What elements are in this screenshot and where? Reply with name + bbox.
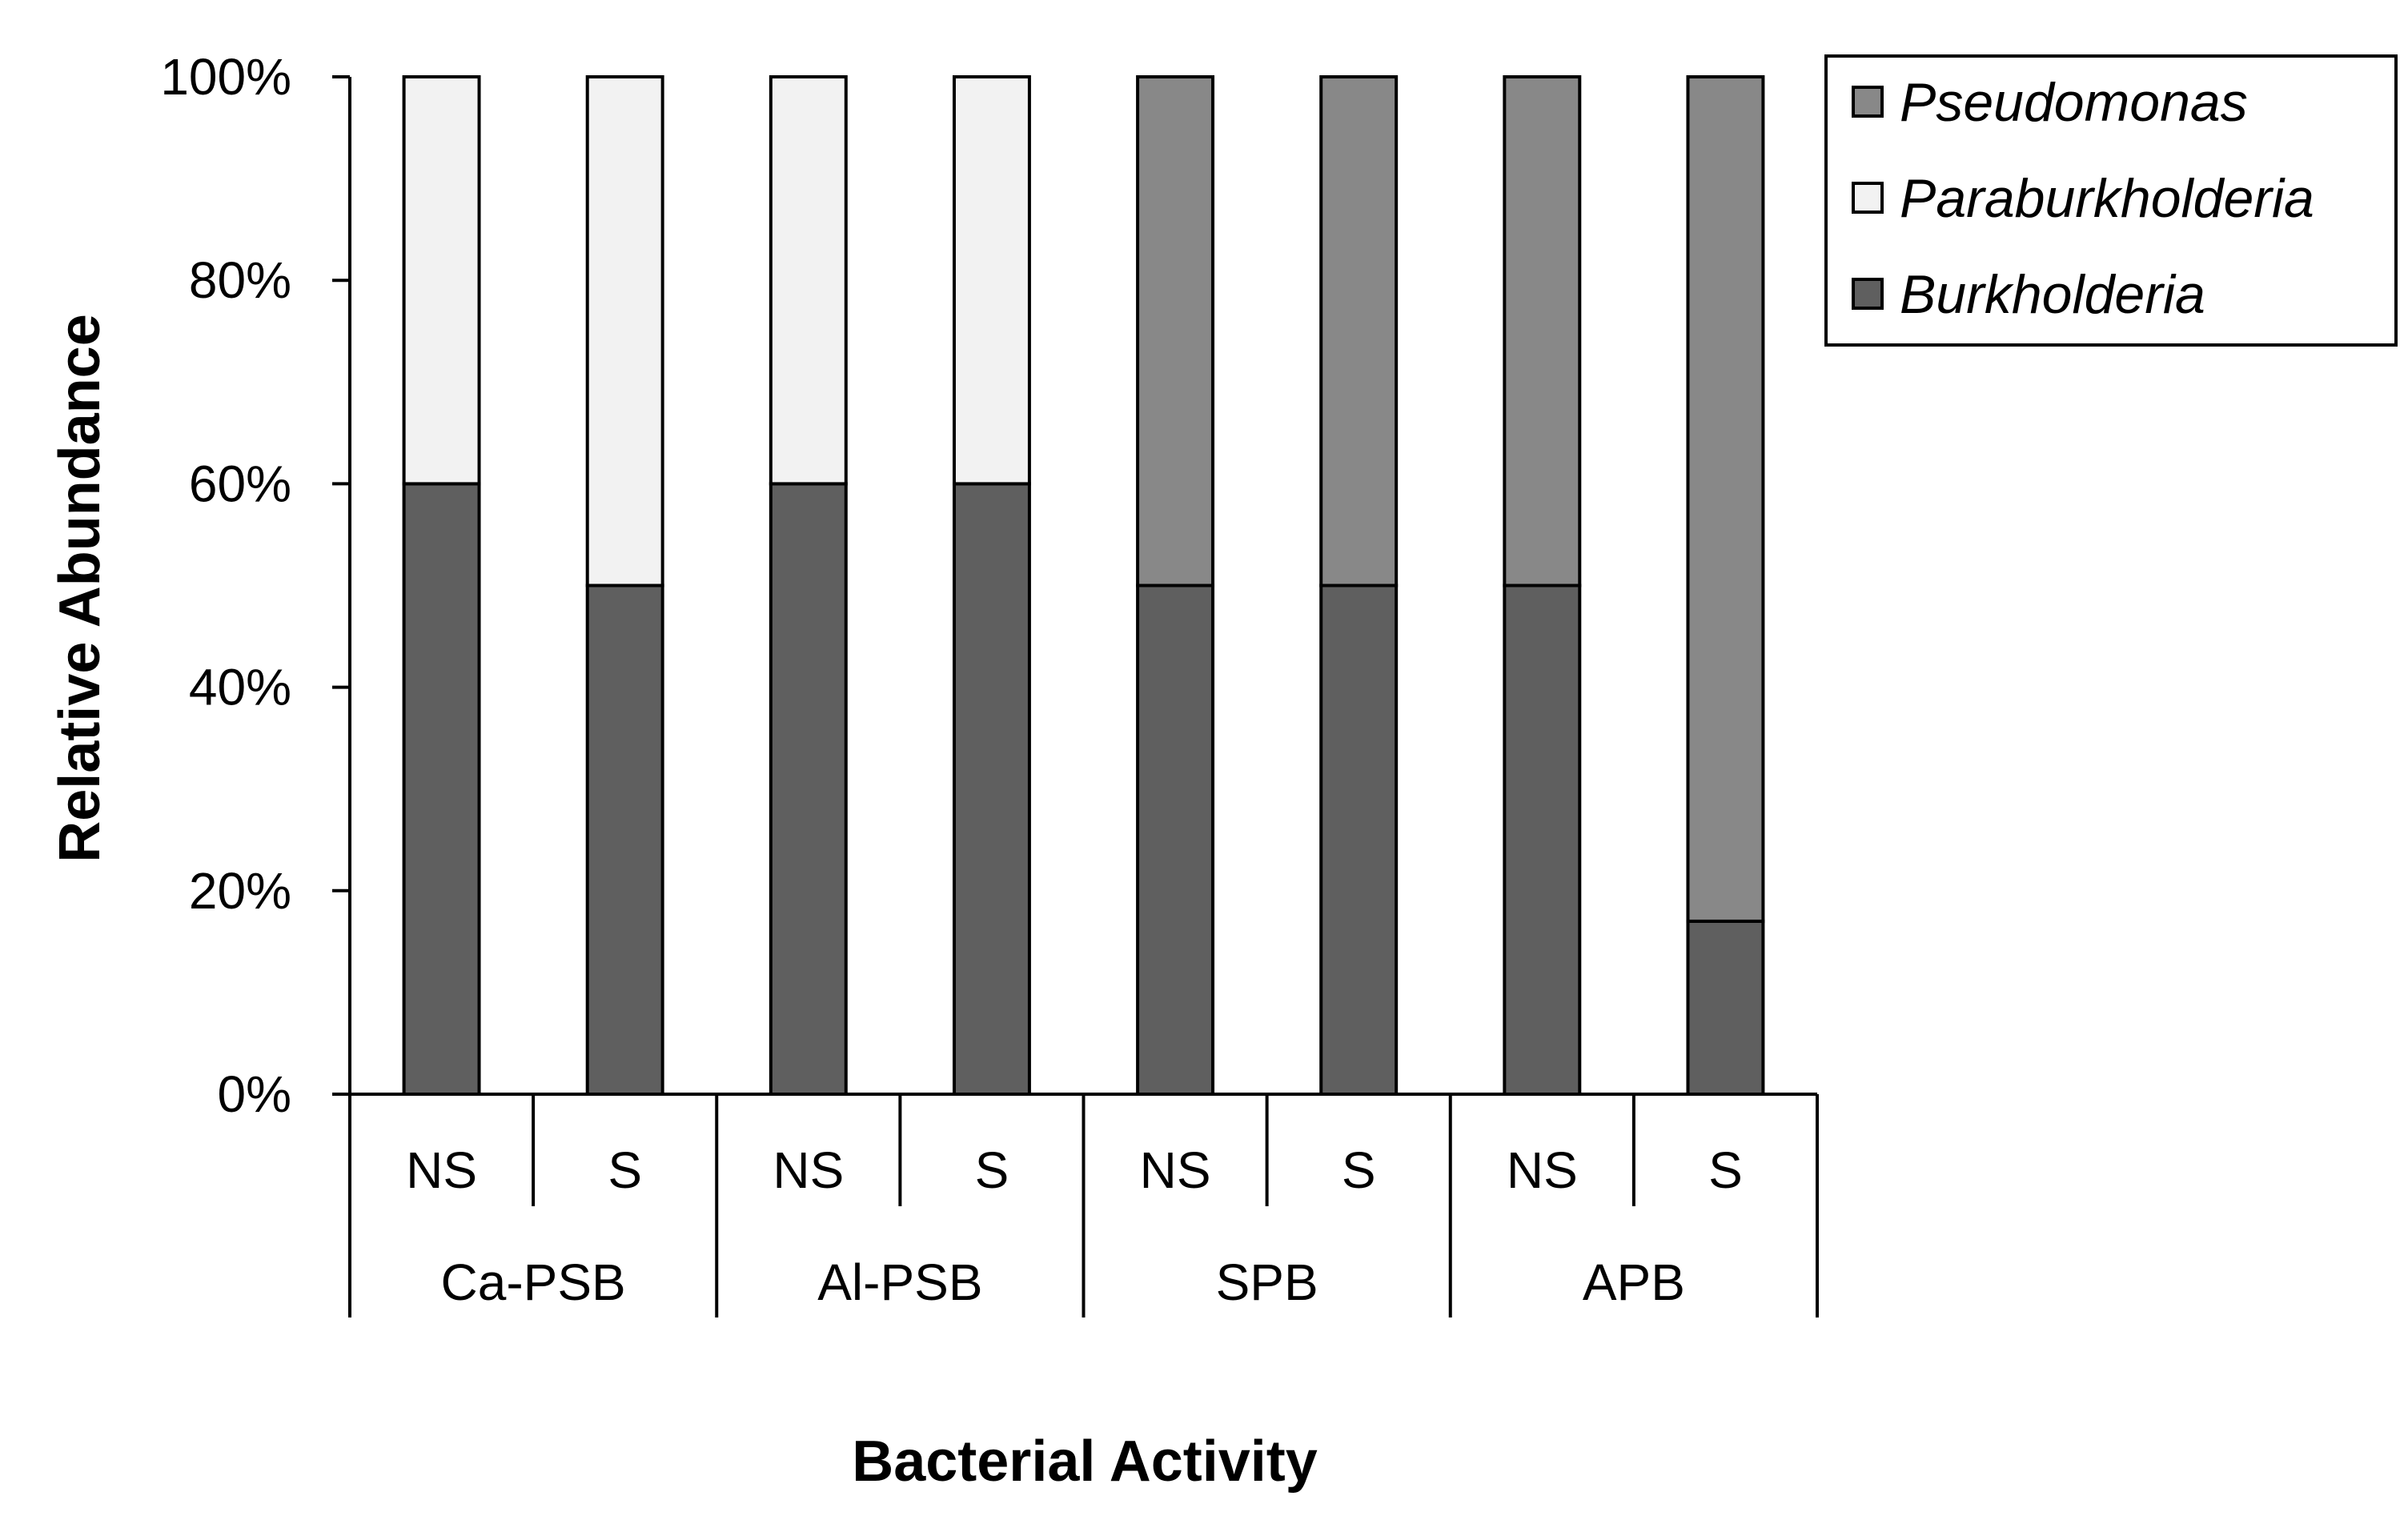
group-label: APB: [1583, 1253, 1685, 1311]
bar-segment-pseudomonas-8: [1686, 75, 1765, 923]
x-axis-label: Bacterial Activity: [852, 1430, 1318, 1494]
x-tick-label: NS: [1507, 1141, 1578, 1199]
x-tick-label: S: [975, 1141, 1009, 1199]
x-tick-label: NS: [773, 1141, 844, 1199]
bar-segment-pseudomonas-7: [1503, 75, 1582, 588]
legend-label-paraburkholderia: Paraburkholderia: [1900, 168, 2314, 229]
axes-layer: 0% 20% 40% 60% 80% 100% NS S NS S NS S NS S Ca-PSB Al-P…: [160, 48, 1819, 1317]
legend-swatch-burkholderia: [1852, 278, 1884, 310]
x-tick-label: S: [608, 1141, 642, 1199]
bar-segment-burkholderia-1: [402, 482, 481, 1096]
legend-swatch-paraburkholderia: [1852, 182, 1884, 214]
y-tick-label: 20%: [189, 862, 291, 920]
group-label: Ca-PSB: [441, 1253, 626, 1311]
bar-segment-burkholderia-3: [769, 482, 848, 1096]
bars-layer: [402, 75, 1765, 1097]
x-tick-label: S: [1342, 1141, 1376, 1199]
bar-segment-burkholderia-5: [1136, 584, 1215, 1096]
bar-segment-burkholderia-7: [1503, 584, 1582, 1096]
legend-swatch-pseudomonas: [1852, 86, 1884, 118]
legend-label-pseudomonas: Pseudomonas: [1900, 72, 2248, 133]
group-label: Al-PSB: [817, 1253, 982, 1311]
bar-segment-pseudomonas-6: [1319, 75, 1399, 588]
legend-label-burkholderia: Burkholderia: [1900, 264, 2205, 325]
bar-segment-paraburkholderia-4: [952, 75, 1031, 486]
y-tick-label: 80%: [189, 251, 291, 309]
y-tick-label: 40%: [189, 659, 291, 716]
y-axis-label: Relative Abundance: [48, 314, 112, 863]
bar-segment-burkholderia-6: [1319, 584, 1399, 1096]
bar-segment-paraburkholderia-1: [402, 75, 481, 486]
x-tick-label: S: [1708, 1141, 1743, 1199]
y-tick-label: 60%: [189, 455, 291, 512]
bar-segment-burkholderia-8: [1686, 919, 1765, 1097]
legend-box: [1824, 54, 2398, 347]
y-tick-label: 100%: [160, 48, 291, 106]
group-label: SPB: [1216, 1253, 1318, 1311]
legend: Pseudomonas Paraburkholderia Burkholderia: [1824, 54, 2398, 347]
bar-segment-paraburkholderia-2: [585, 75, 664, 588]
y-tick-label: 0%: [218, 1065, 292, 1123]
x-tick-label: NS: [406, 1141, 477, 1199]
bar-segment-pseudomonas-5: [1136, 75, 1215, 588]
bar-segment-burkholderia-2: [585, 584, 664, 1096]
bar-segment-paraburkholderia-3: [769, 75, 848, 486]
bar-segment-burkholderia-4: [952, 482, 1031, 1096]
labels-layer: Relative Abundance Bacterial Activity: [48, 314, 1318, 1494]
x-tick-label: NS: [1140, 1141, 1211, 1199]
